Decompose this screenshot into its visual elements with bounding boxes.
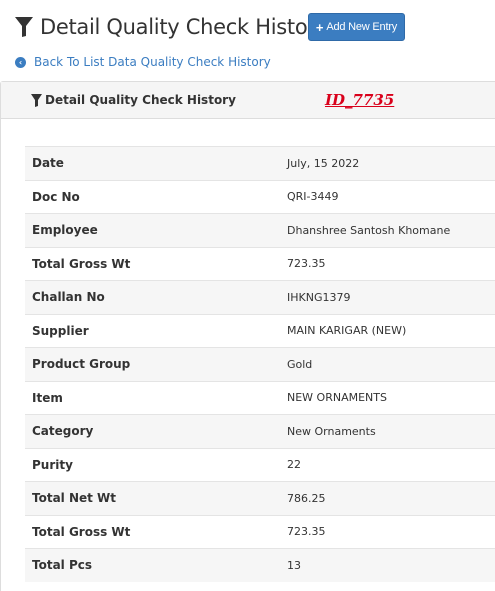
detail-value: 786.25 <box>287 491 326 505</box>
detail-label: Total Gross Wt <box>32 524 131 539</box>
detail-label: Employee <box>32 223 98 238</box>
detail-row: Category New Ornaments <box>25 414 495 448</box>
detail-row: Challan No IHKNG1379 <box>25 280 495 314</box>
detail-value: IHKNG1379 <box>287 290 351 304</box>
back-link-label: Back To List Data Quality Check History <box>34 55 271 69</box>
detail-label: Total Gross Wt <box>32 256 131 271</box>
detail-row: Supplier MAIN KARIGAR (NEW) <box>25 313 495 348</box>
detail-row: Date July, 15 2022 <box>25 146 495 180</box>
detail-label: Challan No <box>32 290 105 305</box>
plus-icon: + <box>315 19 324 35</box>
add-new-entry-button[interactable]: + Add New Entry <box>308 13 405 41</box>
page-header: Detail Quality Check History <box>14 12 328 42</box>
detail-row: Total Pcs 13 <box>25 548 495 582</box>
detail-row: Purity 22 <box>25 447 495 482</box>
detail-value: 723.35 <box>287 257 326 271</box>
page-title: Detail Quality Check History <box>40 15 328 39</box>
detail-label: Total Pcs <box>32 558 93 573</box>
detail-row: Item NEW ORNAMENTS <box>25 380 495 415</box>
detail-label: Date <box>32 156 64 171</box>
detail-value: QRI-3449 <box>287 190 339 204</box>
detail-panel: Detail Quality Check History ID_7735 <box>0 81 495 591</box>
detail-row: Product Group Gold <box>25 347 495 381</box>
panel-title: Detail Quality Check History <box>45 93 236 107</box>
detail-label: Category <box>32 424 94 439</box>
detail-value: MAIN KARIGAR (NEW) <box>287 324 407 338</box>
panel-heading: Detail Quality Check History ID_7735 <box>1 82 495 119</box>
detail-row: Doc No QRI-3449 <box>25 179 495 214</box>
detail-value: Dhanshree Santosh Khomane <box>287 223 451 237</box>
detail-row: Total Gross Wt 723.35 <box>25 246 495 281</box>
detail-row: Total Gross Wt 723.35 <box>25 514 495 549</box>
detail-value: 13 <box>287 558 301 572</box>
detail-row: Employee Dhanshree Santosh Khomane <box>25 213 495 247</box>
detail-row: Total Net Wt 786.25 <box>25 481 495 515</box>
detail-value: New Ornaments <box>287 424 376 438</box>
detail-value: NEW ORNAMENTS <box>287 391 387 405</box>
detail-label: Product Group <box>32 357 131 372</box>
back-to-list-link[interactable]: ‹ Back To List Data Quality Check Histor… <box>15 55 271 69</box>
detail-value: 723.35 <box>287 525 326 539</box>
filter-icon <box>31 94 42 107</box>
add-new-entry-label: Add New Entry <box>326 21 398 33</box>
detail-value: Gold <box>287 357 313 371</box>
detail-value: 22 <box>287 458 301 472</box>
chevron-left-circle-icon: ‹ <box>15 56 26 68</box>
detail-label: Total Net Wt <box>32 491 117 506</box>
detail-label: Supplier <box>32 323 89 338</box>
detail-table: Date July, 15 2022 Doc No QRI-3449 Employee D… <box>25 146 495 582</box>
detail-label: Item <box>32 390 63 405</box>
record-id: ID_7735 <box>325 91 395 109</box>
filter-icon <box>15 17 33 37</box>
detail-value: July, 15 2022 <box>287 156 360 170</box>
detail-label: Purity <box>32 457 73 472</box>
detail-label: Doc No <box>32 189 80 204</box>
